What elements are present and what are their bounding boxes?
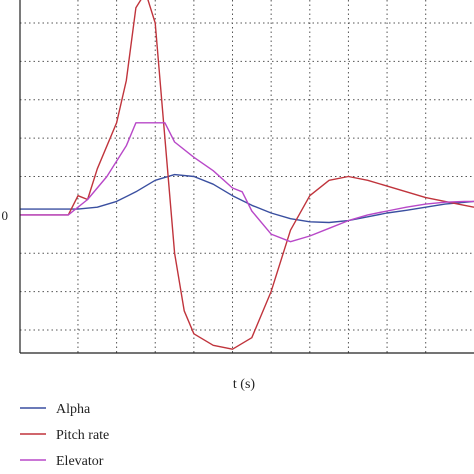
- tick-labels: 0: [2, 208, 9, 223]
- series-line-elevator: [20, 122, 474, 243]
- series-line-pitch-rate: [20, 0, 474, 350]
- grid-lines: [20, 0, 474, 353]
- y-tick-label: 0: [2, 208, 9, 223]
- x-axis-label: t (s): [233, 377, 256, 392]
- series-line-alpha: [20, 173, 474, 224]
- legend-label-alpha: Alpha: [56, 402, 91, 417]
- legend: Alpha Pitch rate Elevator: [20, 402, 109, 469]
- legend-label-pitch-rate: Pitch rate: [56, 428, 109, 443]
- plot-frame: [19, 0, 474, 354]
- series-lines: [20, 0, 474, 350]
- legend-label-elevator: Elevator: [56, 454, 104, 469]
